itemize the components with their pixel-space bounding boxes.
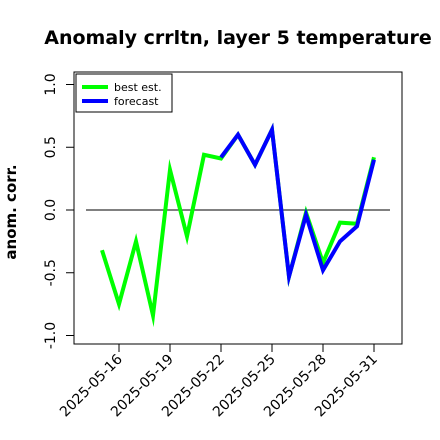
legend: best est. forecast: [75, 73, 173, 113]
y-tick-label: 0.5: [43, 136, 59, 158]
y-axis: -1.0 -0.5 0.0 0.5 1.0: [43, 73, 74, 349]
series-line-best-est: [100, 122, 376, 328]
legend-box: [75, 73, 173, 113]
chart-title: Anomaly crrltn, layer 5 temperature: [44, 27, 432, 49]
plot-frame: [73, 71, 403, 345]
legend-label-best-est: best est.: [114, 81, 162, 94]
y-tick-label: 1.0: [43, 73, 59, 95]
y-tick-label: -0.5: [43, 259, 59, 286]
y-axis-label: anom. corr.: [2, 164, 20, 259]
x-axis: 2025-05-162025-05-192025-05-222025-05-25…: [57, 344, 381, 420]
series-layer: [100, 122, 376, 328]
y-tick-label: 0.0: [43, 199, 59, 221]
y-tick-label: -1.0: [43, 322, 59, 349]
series-line-forecast: [219, 122, 376, 287]
legend-label-forecast: forecast: [114, 95, 159, 108]
